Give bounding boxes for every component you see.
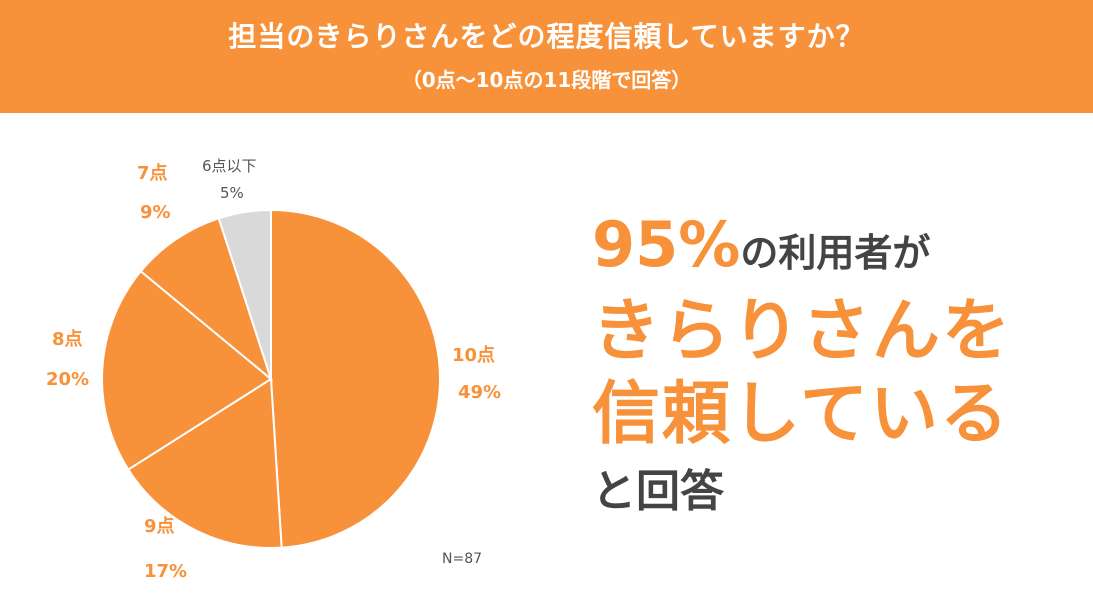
slice-label-10: 10点 xyxy=(452,345,496,366)
pie-slice-9 xyxy=(126,377,283,549)
slice-label-7: 7点 xyxy=(137,163,168,184)
headline-line-2: きらりさんを xyxy=(592,292,1013,371)
survey-question-subtitle: （0点〜10点の11段階で回答） xyxy=(401,68,692,92)
headline-line-1: 95%の利用者が xyxy=(592,214,930,276)
pie-slice-8 xyxy=(101,269,273,471)
headline-line-3: 信頼している xyxy=(592,375,1010,454)
slice-label-9: 9点 xyxy=(144,516,175,537)
slice-value-8: 20% xyxy=(46,369,90,390)
slice-value-9: 17% xyxy=(144,561,188,582)
sample-size-note: N=87 xyxy=(442,551,483,567)
pie-slice-10 xyxy=(270,208,442,549)
survey-question-title: 担当のきらりさんをどの程度信頼していますか？ xyxy=(228,20,865,53)
headline-line-4: と回答 xyxy=(592,466,724,517)
slice-label-8: 8点 xyxy=(52,329,83,350)
pie-slices xyxy=(101,208,442,549)
headline-line-1-rest: の利用者が xyxy=(740,231,931,275)
pie-slice-7 xyxy=(139,217,274,382)
header-banner: 担当のきらりさんをどの程度信頼していますか？ （0点〜10点の11段階で回答） xyxy=(0,0,1093,113)
slice-value-6-or-below: 5% xyxy=(220,184,244,202)
slice-value-10: 49% xyxy=(458,382,502,403)
slice-label-6-or-below: 6点以下 xyxy=(202,157,257,175)
pie-slice-6-or-below xyxy=(217,208,272,380)
pie-chart xyxy=(101,208,442,549)
slice-value-7: 9% xyxy=(140,202,171,223)
headline-percentage: 95% xyxy=(592,208,741,281)
